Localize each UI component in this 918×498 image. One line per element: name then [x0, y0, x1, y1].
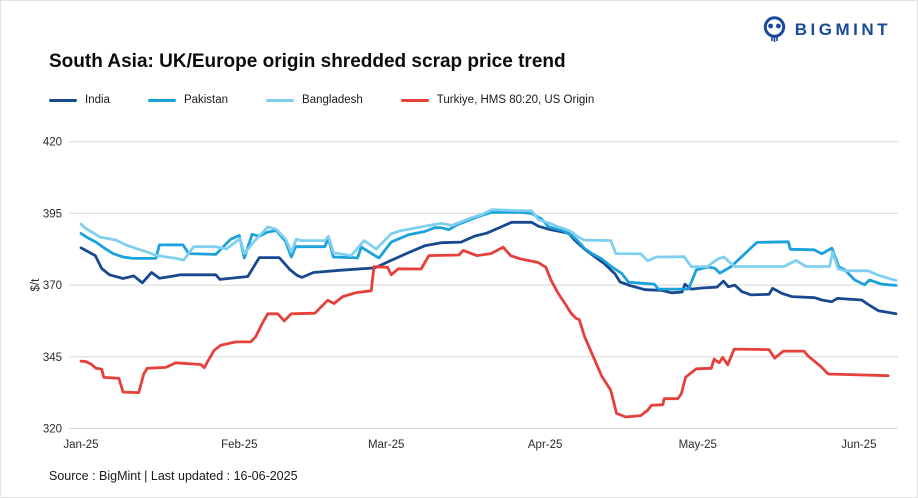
x-tick-label: May-25 [679, 439, 717, 451]
turkiye-line-swatch [400, 98, 429, 102]
series-line-turkiye-hms-us-origin [79, 245, 890, 419]
y-tick-label: 370 [43, 280, 62, 292]
series-line-pakistan [79, 210, 898, 291]
logo-wordmark: BIGMINT [794, 20, 891, 39]
y-tick-label: 420 [43, 137, 62, 149]
legend-label: Turkiye, HMS 80:20, US Origin [436, 94, 595, 106]
pakistan-line-swatch [147, 98, 176, 102]
x-tick-label: Apr-25 [528, 439, 563, 451]
bangladesh-line-swatch [266, 98, 295, 102]
chart-legend: India Pakistan Bangladesh Turkiye, HMS 8… [49, 94, 594, 106]
legend-item-pakistan[interactable]: Pakistan [147, 94, 229, 106]
legend-label: Pakistan [183, 94, 229, 106]
legend-label: India [85, 94, 110, 106]
series-line-bangladesh [79, 208, 898, 282]
legend-item-india[interactable]: India [49, 94, 110, 106]
y-axis-title: $/t [30, 278, 42, 292]
x-tick-label: Jun-25 [841, 439, 876, 451]
legend-item-bangladesh[interactable]: Bangladesh [266, 94, 363, 106]
chart-title: South Asia: UK/Europe origin shredded sc… [49, 51, 566, 72]
source-note: Source : BigMint | Last updated : 16-06-… [49, 469, 298, 483]
bigmint-logo: BIGMINT [761, 15, 891, 45]
y-tick-label: 345 [43, 352, 62, 364]
price-trend-chart: 420 395 370 345 320 $/t Jan-25 Feb-25 Mar-25 Apr-… [30, 137, 898, 451]
y-tick-label: 320 [43, 424, 62, 436]
x-tick-label: Mar-25 [368, 439, 404, 451]
series-line-india [79, 220, 898, 316]
legend-item-turkiye[interactable]: Turkiye, HMS 80:20, US Origin [400, 94, 595, 106]
india-line-swatch [49, 98, 77, 102]
x-tick-label: Jan-25 [63, 439, 98, 451]
legend-label: Bangladesh [302, 94, 363, 106]
y-tick-label: 395 [43, 208, 62, 220]
x-tick-label: Feb-25 [221, 439, 257, 451]
bigmint-owl-icon [763, 16, 785, 42]
